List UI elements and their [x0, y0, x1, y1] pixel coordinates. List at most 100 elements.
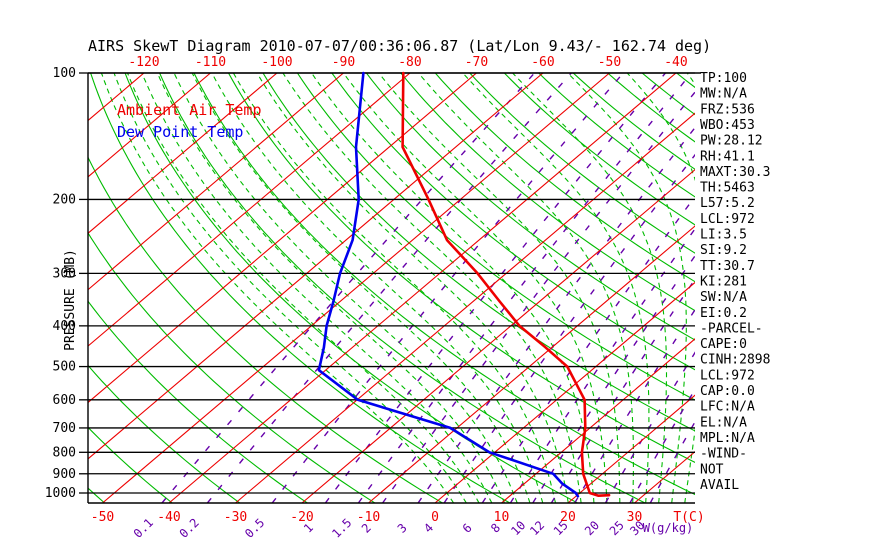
top-temp-label: -60 — [531, 55, 554, 70]
isotherm-line — [88, 73, 477, 404]
stats-line: CAP:0.0 — [700, 384, 755, 399]
dry-adiabat-line — [88, 156, 443, 503]
stats-line: TP:100 — [700, 71, 747, 86]
dry-adiabat-line — [193, 73, 695, 496]
mixing-ratio-line — [357, 73, 692, 503]
mixing-ratio-line — [509, 227, 695, 503]
stats-line: TH:5463 — [700, 181, 755, 196]
stats-line: -PARCEL- — [700, 321, 763, 336]
isotherm-line — [88, 73, 211, 178]
stats-panel: TP:100MW:N/AFRZ:536WBO:453PW:28.12RH:41.… — [700, 71, 770, 493]
pressure-tick-label: 500 — [53, 360, 76, 375]
dry-adiabat-line — [228, 73, 695, 464]
top-temp-label: -100 — [261, 55, 292, 70]
bottom-temp-label: 30 — [627, 510, 643, 525]
chart-title: AIRS SkewT Diagram 2010-07-07/00:36:06.8… — [88, 37, 711, 55]
pressure-tick-label: 400 — [53, 319, 76, 334]
isotherm-line — [102, 73, 610, 503]
mixing-ratio-line — [324, 73, 666, 503]
pressure-tick-label: 1000 — [45, 486, 76, 501]
dry-adiabat-line — [434, 73, 695, 283]
moist-adiabat-line — [282, 73, 582, 503]
moist-adiabat-line — [342, 73, 608, 503]
dry-adiabat-line — [572, 73, 695, 170]
moist-adiabat-line — [191, 73, 531, 503]
top-temp-labels: -120 -110 -100 -90 -80 -70 -60 -50 -40 — [128, 55, 687, 70]
stats-line: MPL:N/A — [700, 431, 755, 446]
bottom-temp-label: -20 — [290, 510, 313, 525]
moist-adiabat-line — [418, 73, 634, 503]
temperature-profile-line — [401, 71, 611, 497]
plot-frame — [87, 72, 701, 504]
moist-adiabat-line — [256, 73, 569, 503]
top-temp-label: -110 — [195, 55, 226, 70]
moist-adiabat-line — [232, 73, 557, 503]
pressure-tick-label: 100 — [53, 66, 76, 81]
isotherm-line — [434, 281, 695, 503]
pressure-tick-label: 700 — [53, 421, 76, 436]
bottom-temp-label: -10 — [357, 510, 380, 525]
moist-adiabat-line — [141, 73, 493, 503]
stats-line: LCL:972 — [700, 212, 755, 227]
dry-adiabat-line — [88, 231, 376, 503]
stats-line: EI:0.2 — [700, 306, 747, 321]
mixing-ratio-line — [271, 73, 624, 503]
stats-line: RH:41.1 — [700, 149, 755, 164]
stats-line: LFC:N/A — [700, 400, 755, 415]
stats-line: TT:30.7 — [700, 259, 755, 274]
dry-adiabat-line — [88, 300, 308, 503]
bottom-temp-label: 10 — [494, 510, 510, 525]
moist-adiabat-line — [567, 73, 687, 503]
moist-adiabat-line — [126, 73, 480, 503]
top-temp-label: -90 — [332, 55, 355, 70]
dry-adiabat-line — [262, 73, 695, 432]
moist-adiabat-line — [173, 73, 518, 503]
moist-adiabat-line — [156, 73, 506, 503]
dry-adiabat-line — [296, 73, 695, 401]
isotherm-line — [368, 225, 695, 503]
dry-adiabat-line — [88, 426, 173, 503]
bottom-temp-label: -30 — [224, 510, 247, 525]
isotherm-line — [88, 73, 278, 235]
pressure-ticks — [79, 72, 88, 494]
stats-line: MW:N/A — [700, 87, 747, 102]
dewpoint-profile-line — [317, 71, 580, 498]
bottom-temp-label: -50 — [91, 510, 114, 525]
stats-line: FRZ:536 — [700, 102, 755, 117]
legend-temperature: Ambient Air Temp — [117, 101, 262, 119]
moist-adiabat-line — [113, 73, 467, 503]
pressure-tick-label: 600 — [53, 393, 76, 408]
top-temp-label: -70 — [465, 55, 488, 70]
moist-adiabat-line — [512, 73, 668, 503]
stats-line: CINH:2898 — [700, 353, 770, 368]
bottom-temp-labels: -50 -40 -30 -20 -10 0 10 20 30 — [91, 510, 643, 525]
dry-adiabat-line — [538, 73, 695, 198]
stats-line: LCL:972 — [700, 368, 755, 383]
mixing-unit-label: W(g/kg) — [643, 521, 694, 535]
isotherm-line — [168, 73, 677, 503]
bottom-temp-label: 20 — [560, 510, 576, 525]
stats-line: KI:281 — [700, 274, 747, 289]
pressure-tick-label: 900 — [53, 467, 76, 482]
mixing-ratio-line — [382, 91, 695, 503]
mixing-ratio-line — [443, 153, 695, 503]
top-temp-label: -80 — [398, 55, 421, 70]
isotherm-line — [88, 73, 344, 291]
legend-dewpoint: Dew Point Temp — [117, 123, 243, 141]
stats-line: CAPE:0 — [700, 337, 747, 352]
dry-adiabat-line — [469, 73, 695, 254]
isotherm-line — [567, 394, 695, 503]
stats-line: -WIND- — [700, 447, 747, 462]
moist-adiabat-line — [378, 73, 621, 503]
isotherm-line — [88, 73, 411, 347]
mixing-ratio-line — [481, 195, 695, 503]
dry-adiabat-line — [159, 73, 646, 503]
stats-line: L57:5.2 — [700, 196, 755, 211]
top-temp-label: -40 — [664, 55, 687, 70]
pressure-tick-label: 300 — [53, 266, 76, 281]
top-temp-label: -50 — [598, 55, 621, 70]
stats-line: SI:9.2 — [700, 243, 747, 258]
pressure-tick-label: 800 — [53, 445, 76, 460]
